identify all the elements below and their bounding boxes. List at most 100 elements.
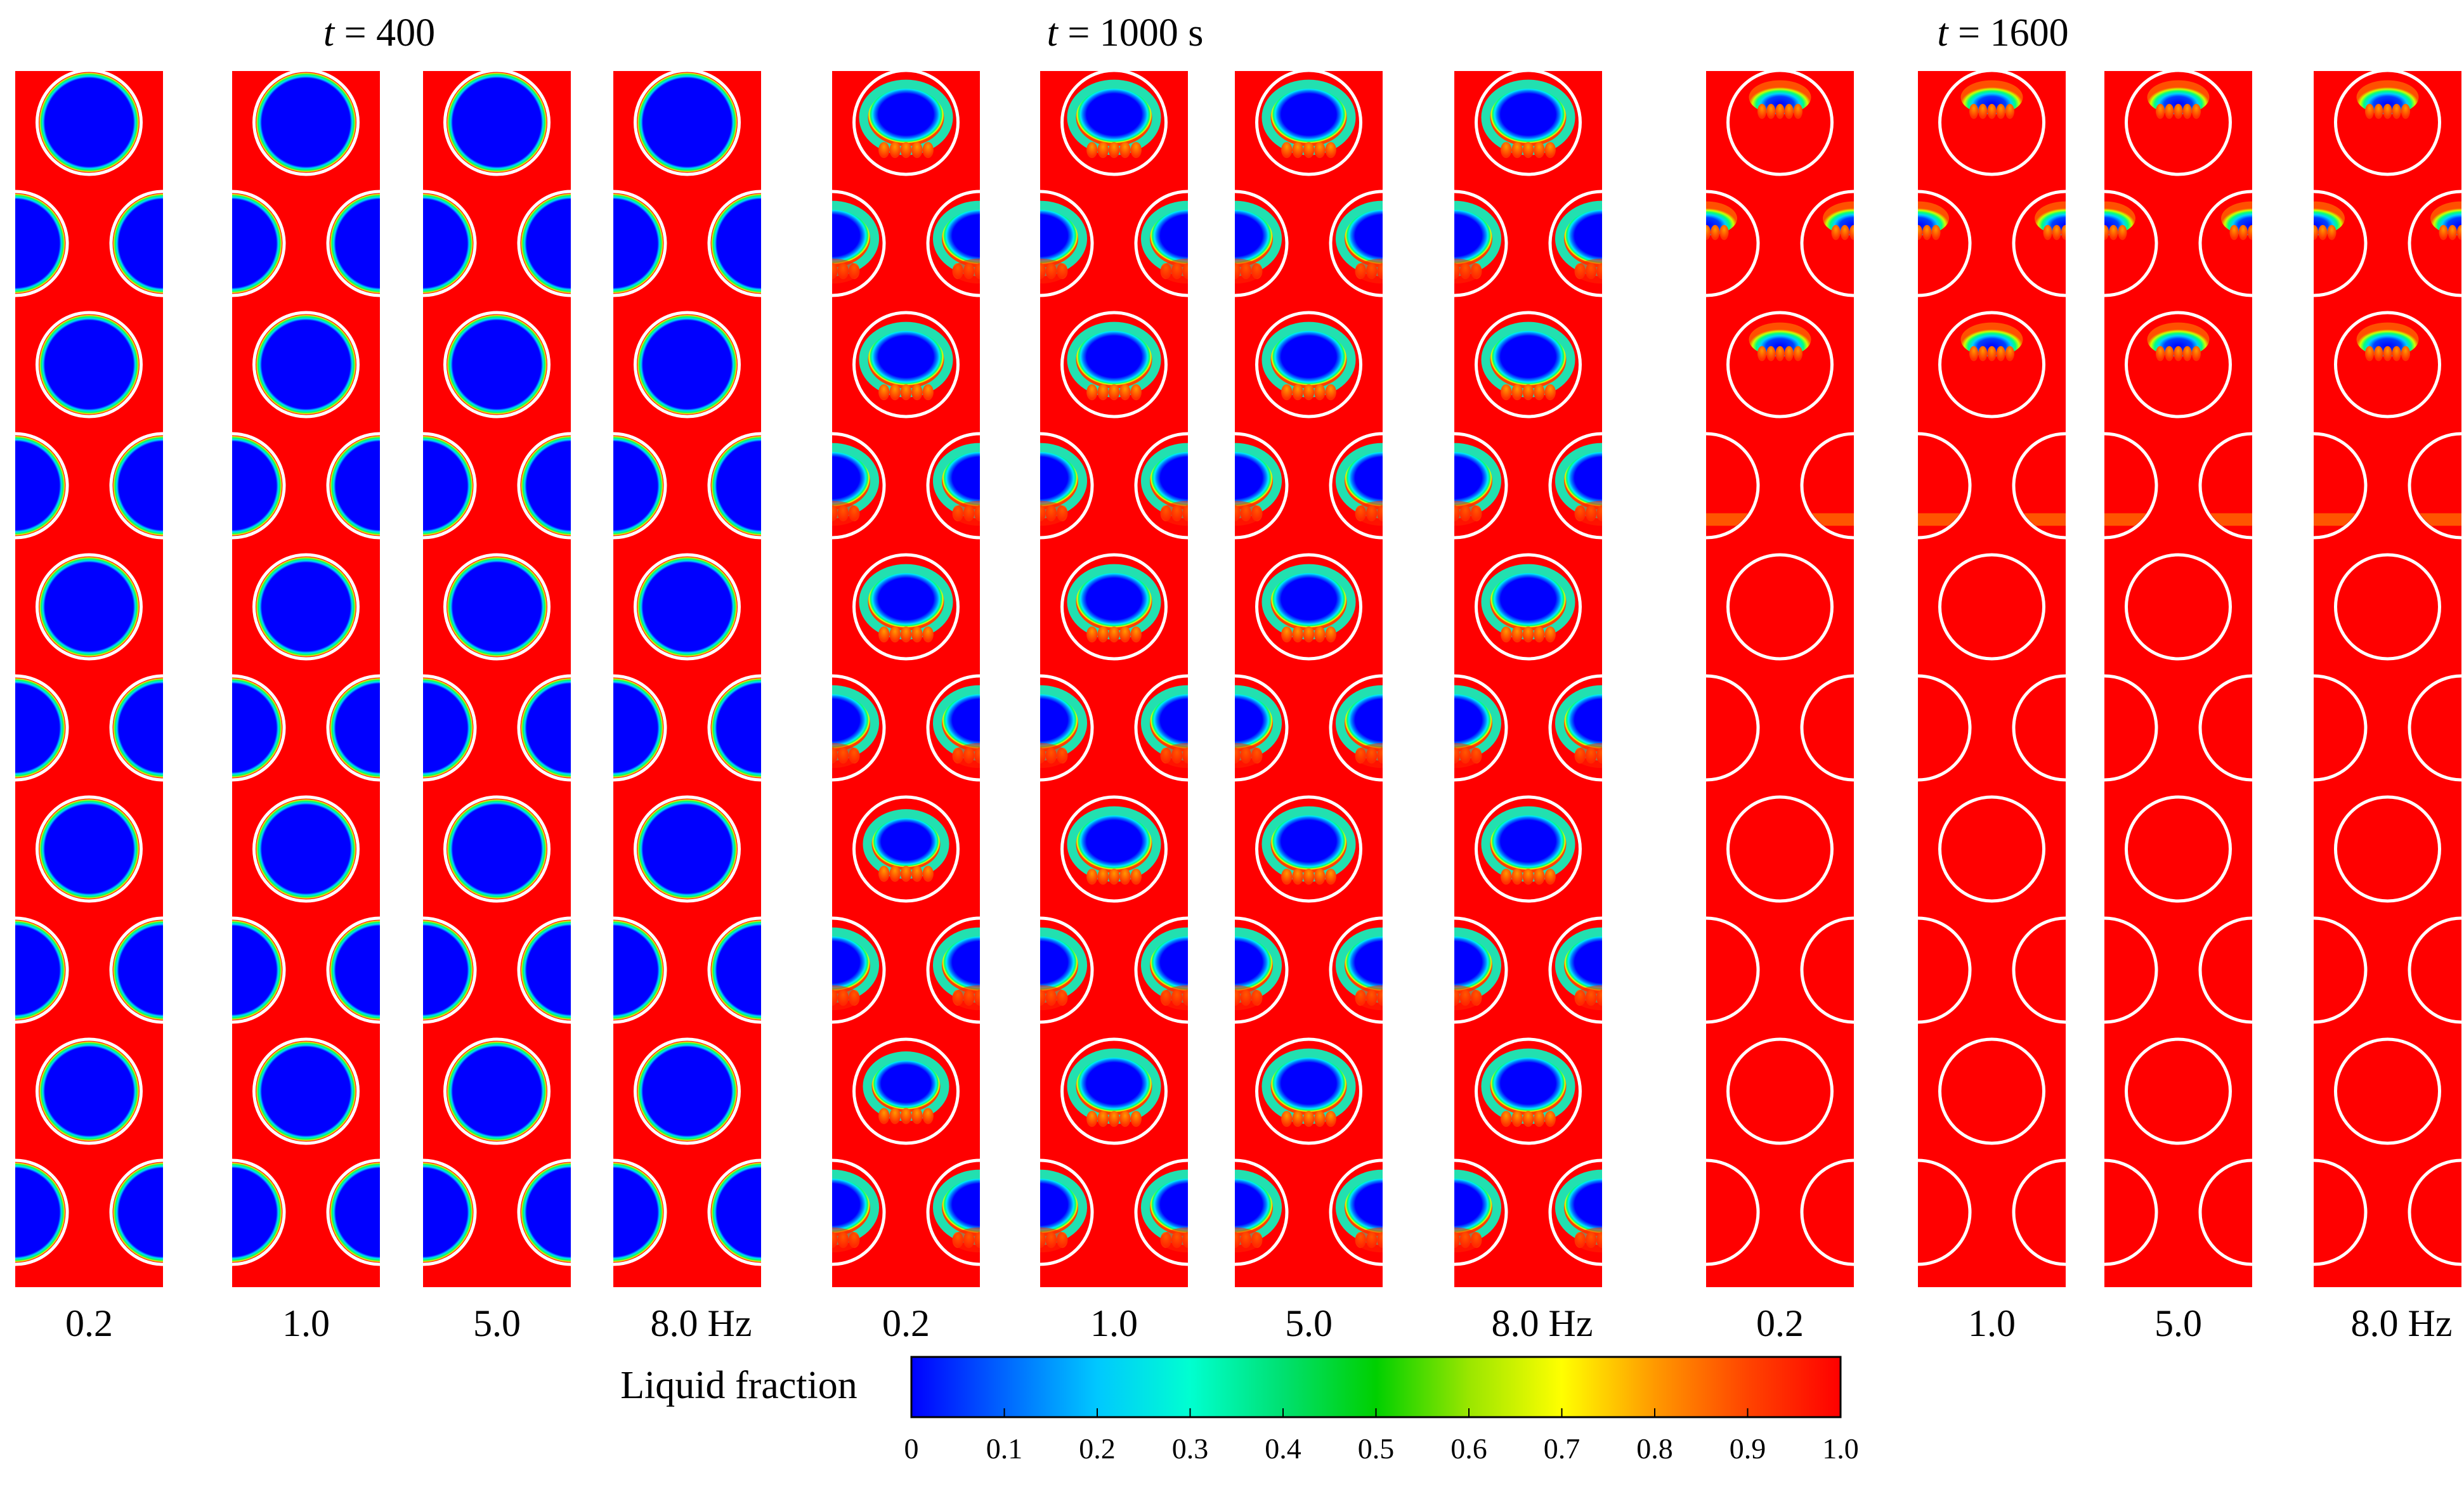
tube-wall [707,432,761,540]
tube-wall [15,1158,69,1266]
frequency-label: 0.2 [1756,1302,1804,1344]
frequency-label: 8.0 Hz [651,1302,752,1344]
tube-wall [109,674,163,782]
tube-wall [707,916,761,1024]
tube-wall [2408,1158,2461,1266]
tube-wall [852,553,960,661]
tube-wall [517,432,571,540]
frequency-label: 8.0 Hz [2351,1302,2453,1344]
colorbar-tick-label: 0.6 [1450,1432,1487,1465]
tube-wall [36,795,143,903]
tube-wall [2334,553,2441,661]
tube-wall [517,674,571,782]
tube-wall [1706,432,1760,540]
tube-wall [1255,553,1362,661]
frequency-label: 1.0 [1090,1302,1138,1344]
tube-wall [1475,71,1582,176]
tube-wall [1706,916,1760,1024]
tube-wall [1060,553,1168,661]
contour-panels [15,71,2461,1287]
tube-wall [1706,674,1760,782]
tube-wall [1235,432,1289,540]
tube-wall [2125,1037,2232,1145]
tube-wall [1235,674,1289,782]
tube-wall [2314,916,2368,1024]
colorbar-tick-label: 0.5 [1358,1432,1395,1465]
tube-wall [2104,432,2158,540]
tube-wall [2334,71,2441,176]
tube-wall [1134,916,1188,1024]
tube-wall [1235,1158,1289,1266]
tube-wall [1134,1158,1188,1266]
tube-wall [1800,1158,1854,1266]
tube-wall [707,1158,761,1266]
contour-panel [423,71,571,1287]
time-label: t = 400 [323,11,435,55]
colorbar-gradient [910,1356,1842,1418]
tube-wall [326,432,380,540]
tube-wall [1938,1037,2045,1145]
tube-wall [2198,432,2252,540]
tube-wall [707,190,761,297]
tube-wall [2198,674,2252,782]
tube-wall [1040,674,1094,782]
tube-wall [326,916,380,1024]
tube-wall [634,553,741,661]
tube-wall [1938,71,2045,176]
tube-wall [443,1037,551,1145]
tube-wall [2334,311,2441,418]
tube-wall [15,190,69,297]
colorbar-tick-label: 0.4 [1265,1432,1301,1465]
colorbar-label: Liquid fraction [620,1364,857,1407]
tube-wall [2408,674,2461,782]
tube-wall [326,674,380,782]
tube-wall [2104,190,2158,297]
tube-wall [1938,553,2045,661]
tube-wall [926,674,980,782]
tube-wall [1255,311,1362,418]
tube-wall [1548,432,1602,540]
tube-wall [2012,432,2066,540]
tube-wall [832,674,886,782]
tube-wall [634,795,741,903]
tube-wall [443,795,551,903]
contour-panel [2314,71,2461,1287]
tube-wall [2012,1158,2066,1266]
tube-wall [2314,674,2368,782]
tube-wall [1040,916,1094,1024]
contour-panel [15,71,163,1287]
tube-wall [2408,432,2461,540]
tube-wall [2198,190,2252,297]
contour-panel [613,71,761,1287]
tube-wall [1329,674,1383,782]
tube-wall [634,311,741,418]
tube-wall [423,1158,477,1266]
tube-wall [232,916,286,1024]
tube-wall [1548,916,1602,1024]
tube-wall [1726,1037,1834,1145]
tube-wall [1454,674,1508,782]
tube-wall [1548,674,1602,782]
tube-wall [1706,1158,1760,1266]
tube-wall [926,1158,980,1266]
colorbar: Liquid fraction 0 0.1 0.2 0.3 0.4 0.5 0.6 0.7 0.8… [620,1356,1859,1465]
frequency-label: 1.0 [1968,1302,2016,1344]
tube-wall [613,674,667,782]
tube-wall [2198,916,2252,1024]
tube-wall [1726,311,1834,418]
tube-wall [423,916,477,1024]
tube-wall [1548,1158,1602,1266]
tube-wall [36,553,143,661]
tube-wall [2125,311,2232,418]
tube-wall [36,71,143,176]
tube-wall [1134,674,1188,782]
tube-wall [1235,916,1289,1024]
tube-wall [517,190,571,297]
tube-wall [2012,916,2066,1024]
tube-wall [852,1037,960,1145]
tube-wall [1918,916,1972,1024]
tube-wall [1454,916,1508,1024]
tube-wall [2408,916,2461,1024]
tube-wall [2012,674,2066,782]
